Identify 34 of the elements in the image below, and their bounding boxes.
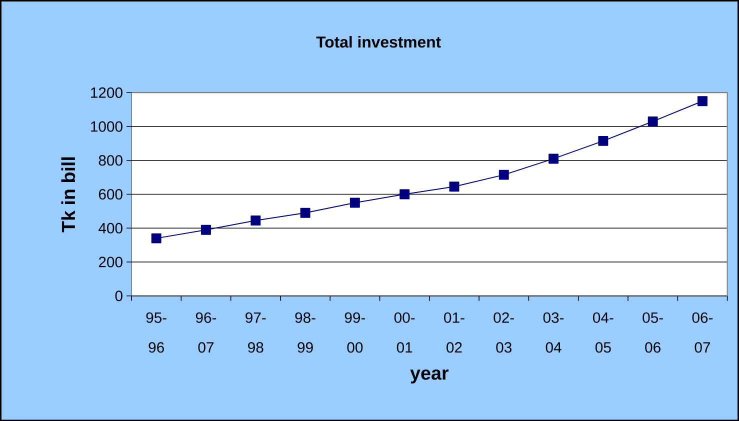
y-tick-label: 0 xyxy=(115,290,122,302)
y-tick-label: 1200 xyxy=(91,87,122,98)
category-label: 95-96 xyxy=(146,312,166,353)
point xyxy=(300,208,310,218)
point xyxy=(350,198,360,208)
point xyxy=(498,170,509,180)
point xyxy=(449,182,460,192)
y-tick-label: 400 xyxy=(98,222,122,234)
point xyxy=(400,189,410,200)
point xyxy=(250,215,261,226)
point xyxy=(151,233,162,244)
category-label: 03-04 xyxy=(543,312,564,353)
y-tick-label: 800 xyxy=(98,155,122,166)
category-label: 96-07 xyxy=(196,312,216,353)
point xyxy=(598,136,608,146)
point xyxy=(201,224,211,235)
y-tick-label: 200 xyxy=(98,256,122,268)
category-label: 99-00 xyxy=(344,312,366,353)
y-tick-label: 600 xyxy=(98,188,122,200)
category-label: 98-99 xyxy=(295,312,316,353)
category-label: 97-98 xyxy=(246,312,266,353)
category-label: 02-03 xyxy=(494,312,514,353)
category-label: 01-02 xyxy=(444,312,464,353)
category-label: 06-07 xyxy=(692,312,713,353)
category-label: 00-01 xyxy=(394,312,415,353)
y-axis-title: Tk in bill xyxy=(61,157,76,232)
category-label: 05-06 xyxy=(642,312,663,353)
x-axis-title: year xyxy=(410,369,449,384)
point xyxy=(548,154,559,164)
chart-title: Total investment xyxy=(316,36,441,48)
point xyxy=(648,116,658,126)
category-label: 04-05 xyxy=(593,312,614,353)
y-tick-label: 1000 xyxy=(91,121,122,132)
point xyxy=(698,96,708,106)
